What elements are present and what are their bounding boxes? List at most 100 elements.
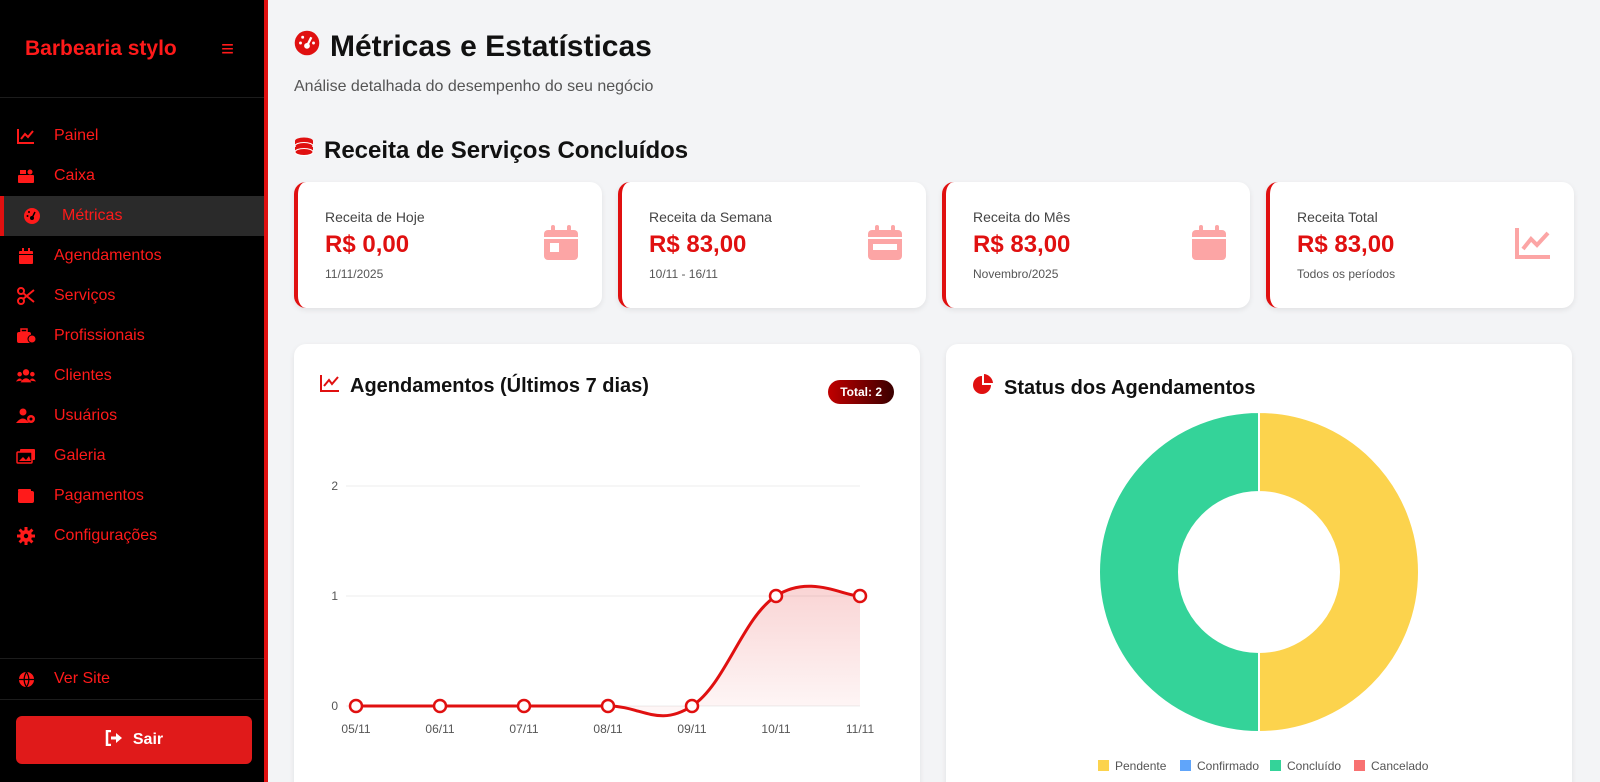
sidebar-item-label: Profissionais: [54, 327, 145, 344]
sidebar-item-label: Métricas: [62, 207, 123, 224]
sidebar-item-label: Painel: [54, 127, 99, 144]
chart-pie-icon: [972, 374, 994, 402]
card-value: R$ 83,00: [1297, 231, 1395, 258]
brand-name: Barbearia stylo: [25, 36, 177, 60]
globe-icon: [16, 669, 36, 689]
x-tick-label: 06/11: [425, 722, 454, 736]
x-tick-label: 11/11: [846, 722, 875, 736]
card-sub: 10/11 - 16/11: [649, 267, 718, 281]
x-tick-label: 08/11: [593, 722, 622, 736]
legend-swatch: [1354, 760, 1365, 771]
data-point[interactable]: [516, 698, 532, 714]
chart-line-icon: [16, 126, 36, 146]
legend-swatch: [1180, 760, 1191, 771]
legend-label[interactable]: Cancelado: [1371, 759, 1429, 773]
card-sub: Novembro/2025: [973, 267, 1059, 281]
gauge-icon: [294, 30, 320, 64]
sidebar-item-label: Usuários: [54, 407, 118, 424]
legend-label[interactable]: Pendente: [1115, 759, 1167, 773]
sidebar-item-usuarios[interactable]: Usuários: [0, 396, 264, 436]
data-point[interactable]: [852, 588, 868, 604]
calendar-day-icon: [544, 225, 578, 260]
revenue-card-total: Receita Total R$ 83,00 Todos os períodos: [1266, 182, 1574, 308]
y-tick-label: 2: [331, 479, 338, 493]
user-gear-icon: [16, 406, 36, 426]
card-label: Receita Total: [1297, 209, 1378, 225]
calendar-icon: [16, 246, 36, 266]
x-tick-label: 05/11: [341, 722, 370, 736]
sidebar-item-label: Serviços: [54, 287, 116, 304]
data-point[interactable]: [684, 698, 700, 714]
card-value: R$ 83,00: [973, 231, 1071, 258]
sidebar-item-caixa[interactable]: Caixa: [0, 156, 264, 196]
total-badge: Total: 2: [828, 380, 894, 404]
revenue-card-today: Receita de Hoje R$ 0,00 11/11/2025: [294, 182, 602, 308]
status-chart-title-text: Status dos Agendamentos: [1004, 376, 1256, 399]
card-label: Receita de Hoje: [325, 209, 425, 225]
data-point[interactable]: [768, 588, 784, 604]
scissors-icon: [16, 286, 36, 306]
legend-swatch: [1270, 760, 1281, 771]
logout-label: Sair: [132, 731, 164, 748]
x-tick-label: 10/11: [761, 722, 790, 736]
donut-slice[interactable]: [1098, 410, 1260, 734]
sign-out-icon: [105, 729, 123, 751]
series-area: [356, 586, 860, 716]
status-donut-chart: Pendente Confirmado Concluído Cancelado: [1098, 410, 1429, 773]
sidebar: Barbearia stylo ≡ Painel Caixa Métricas: [0, 0, 268, 782]
sidebar-item-label: Agendamentos: [54, 247, 162, 264]
revenue-card-week: Receita da Semana R$ 83,00 10/11 - 16/11: [618, 182, 926, 308]
chart-line-icon: [320, 374, 340, 398]
revenue-section-title-text: Receita de Serviços Concluídos: [324, 136, 689, 164]
logout-button[interactable]: Sair: [16, 716, 252, 764]
status-chart-title: Status dos Agendamentos: [972, 374, 1256, 402]
y-tick-label: 0: [331, 699, 338, 713]
x-tick-label: 09/11: [677, 722, 706, 736]
data-point[interactable]: [432, 698, 448, 714]
ver-site-label: Ver Site: [54, 670, 111, 687]
sidebar-item-label: Clientes: [54, 367, 112, 384]
appointments-chart-title: Agendamentos (Últimos 7 dias): [320, 374, 649, 398]
sidebar-item-profissionais[interactable]: Profissionais: [0, 316, 264, 356]
sidebar-item-servicos[interactable]: Serviços: [0, 276, 264, 316]
sidebar-item-clientes[interactable]: Clientes: [0, 356, 264, 396]
y-tick-label: 1: [331, 589, 338, 603]
gauge-icon: [22, 206, 42, 226]
data-point[interactable]: [600, 698, 616, 714]
calendar-week-icon: [868, 225, 902, 260]
sidebar-item-configuracoes[interactable]: Configurações: [0, 516, 264, 556]
sidebar-item-metricas[interactable]: Métricas: [0, 196, 264, 236]
sidebar-item-painel[interactable]: Painel: [0, 116, 264, 156]
status-chart-panel: Status dos Agendamentos Pendente Confirma…: [946, 344, 1572, 782]
page-title-text: Métricas e Estatísticas: [330, 30, 652, 63]
data-point[interactable]: [348, 698, 364, 714]
donut-slice[interactable]: [1258, 410, 1420, 734]
legend-label[interactable]: Confirmado: [1197, 759, 1259, 773]
sidebar-header: Barbearia stylo ≡: [0, 0, 264, 98]
ver-site-link[interactable]: Ver Site: [0, 658, 264, 700]
calendar-icon: [1192, 225, 1226, 260]
revenue-card-month: Receita do Mês R$ 83,00 Novembro/2025: [942, 182, 1250, 308]
sidebar-item-agendamentos[interactable]: Agendamentos: [0, 236, 264, 276]
card-label: Receita do Mês: [973, 209, 1071, 225]
page-title: Métricas e Estatísticas: [294, 30, 652, 64]
sidebar-item-pagamentos[interactable]: Pagamentos: [0, 476, 264, 516]
card-sub: Todos os períodos: [1297, 267, 1396, 281]
coins-icon: [294, 136, 316, 165]
card-value: R$ 0,00: [325, 231, 410, 258]
x-tick-label: 07/11: [509, 722, 538, 736]
sidebar-item-galeria[interactable]: Galeria: [0, 436, 264, 476]
revenue-cards: Receita de Hoje R$ 0,00 11/11/2025 Recei…: [294, 182, 1574, 308]
revenue-section-title: Receita de Serviços Concluídos: [294, 136, 688, 165]
menu-toggle-icon[interactable]: ≡: [221, 35, 234, 61]
gear-icon: [16, 526, 36, 546]
sidebar-item-label: Galeria: [54, 447, 106, 464]
legend-swatch: [1098, 760, 1109, 771]
sidebar-item-label: Caixa: [54, 167, 95, 184]
users-icon: [16, 366, 36, 386]
appointments-line-chart: 0 1 2 05/11 06/11 07/11 08/11 09/11 10/11 11/11: [331, 479, 875, 736]
user-tie-icon: [16, 326, 36, 346]
card-value: R$ 83,00: [649, 231, 747, 258]
legend-label[interactable]: Concluído: [1287, 759, 1341, 773]
cash-register-icon: [16, 166, 36, 186]
